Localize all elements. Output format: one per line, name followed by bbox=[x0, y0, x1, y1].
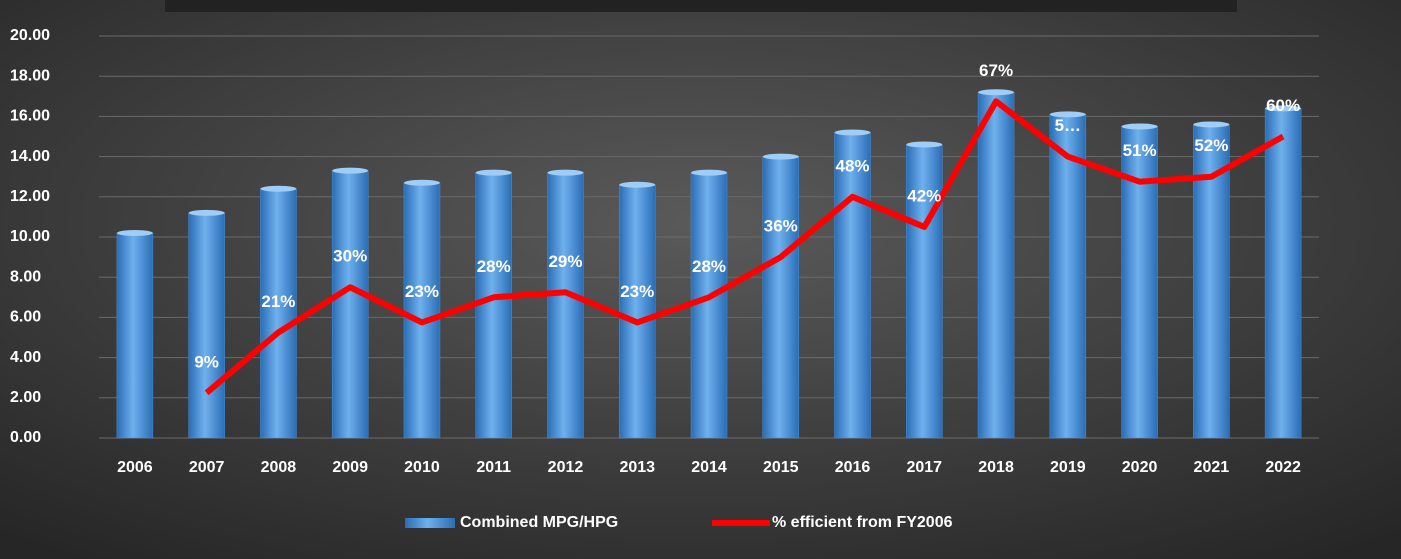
x-tick-label: 2006 bbox=[117, 459, 153, 476]
data-label: 60% bbox=[1266, 96, 1300, 115]
line bbox=[204, 98, 1285, 396]
title-strip bbox=[165, 0, 1237, 12]
data-label: 42% bbox=[907, 186, 941, 205]
x-tick-label: 2012 bbox=[548, 459, 584, 476]
bar-top bbox=[1121, 123, 1158, 130]
data-label: 29% bbox=[548, 252, 582, 271]
bar-top bbox=[978, 89, 1015, 96]
bar-top bbox=[547, 169, 584, 176]
bar bbox=[762, 156, 800, 439]
data-label: 52% bbox=[1194, 136, 1228, 155]
y-tick-label: 16.00 bbox=[10, 108, 50, 125]
data-label: 5… bbox=[1055, 116, 1081, 135]
bar bbox=[906, 144, 943, 439]
bar-top bbox=[116, 229, 153, 236]
bar-top bbox=[834, 129, 871, 136]
bar bbox=[690, 172, 728, 439]
x-tick-label: 2020 bbox=[1122, 459, 1158, 476]
bar-top bbox=[260, 185, 297, 192]
bar-top bbox=[188, 209, 225, 216]
legend-swatch bbox=[405, 518, 455, 528]
bar bbox=[1121, 126, 1158, 439]
x-tick-label: 2018 bbox=[978, 459, 1014, 476]
bar bbox=[260, 188, 297, 439]
bar-top bbox=[762, 153, 799, 160]
bar bbox=[331, 170, 369, 439]
y-tick-label: 4.00 bbox=[10, 349, 41, 366]
y-tick-label: 10.00 bbox=[10, 228, 50, 245]
data-label: 36% bbox=[764, 217, 798, 236]
y-tick-label: 2.00 bbox=[10, 389, 41, 406]
y-tick-label: 18.00 bbox=[10, 67, 50, 84]
data-label: 9% bbox=[194, 352, 219, 371]
data-label: 28% bbox=[477, 257, 511, 276]
x-tick-label: 2021 bbox=[1194, 459, 1230, 476]
data-label: 23% bbox=[405, 282, 439, 301]
bar bbox=[618, 184, 656, 439]
x-tick-label: 2022 bbox=[1265, 459, 1301, 476]
bar bbox=[403, 182, 441, 439]
x-tick-label: 2014 bbox=[691, 459, 727, 476]
bar-top bbox=[403, 179, 440, 186]
bar-top bbox=[1049, 111, 1086, 118]
x-tick-label: 2019 bbox=[1050, 459, 1086, 476]
x-tick-label: 2011 bbox=[476, 459, 511, 476]
bar-top bbox=[691, 169, 727, 176]
x-tick-label: 2010 bbox=[404, 459, 440, 476]
bar bbox=[116, 232, 154, 439]
bar-top bbox=[619, 181, 656, 188]
data-label: 51% bbox=[1123, 141, 1157, 160]
legend-label: % efficient from FY2006 bbox=[772, 514, 953, 531]
x-tick-label: 2008 bbox=[261, 459, 297, 476]
bar bbox=[834, 132, 871, 439]
data-label: 23% bbox=[620, 282, 654, 301]
bar-top bbox=[475, 169, 512, 176]
bar-top bbox=[1193, 121, 1230, 128]
data-label: 28% bbox=[692, 257, 726, 276]
x-tick-label: 2016 bbox=[835, 459, 871, 476]
bar-top bbox=[332, 167, 369, 174]
y-tick-label: 8.00 bbox=[10, 268, 41, 285]
x-tick-label: 2017 bbox=[906, 459, 942, 476]
bar bbox=[188, 212, 225, 439]
y-tick-label: 14.00 bbox=[10, 148, 50, 165]
bar-top bbox=[1265, 105, 1302, 112]
data-label: 48% bbox=[836, 156, 870, 175]
data-label: 67% bbox=[979, 61, 1013, 80]
bar bbox=[547, 172, 584, 439]
bar bbox=[1264, 108, 1302, 439]
bar-top bbox=[906, 141, 943, 148]
y-tick-label: 6.00 bbox=[10, 309, 41, 326]
y-tick-label: 20.00 bbox=[10, 27, 50, 44]
x-tick-label: 2015 bbox=[763, 459, 799, 476]
y-tick-label: 12.00 bbox=[10, 188, 50, 205]
x-tick-label: 2013 bbox=[619, 459, 655, 476]
data-label: 30% bbox=[333, 247, 367, 266]
data-label: 21% bbox=[261, 292, 295, 311]
x-tick-label: 2009 bbox=[332, 459, 368, 476]
x-tick-label: 2007 bbox=[189, 459, 225, 476]
legend-label: Combined MPG/HPG bbox=[460, 514, 618, 531]
bar bbox=[1049, 114, 1087, 439]
bar bbox=[977, 92, 1015, 439]
y-tick-label: 0.00 bbox=[10, 429, 41, 446]
bar bbox=[475, 172, 512, 439]
